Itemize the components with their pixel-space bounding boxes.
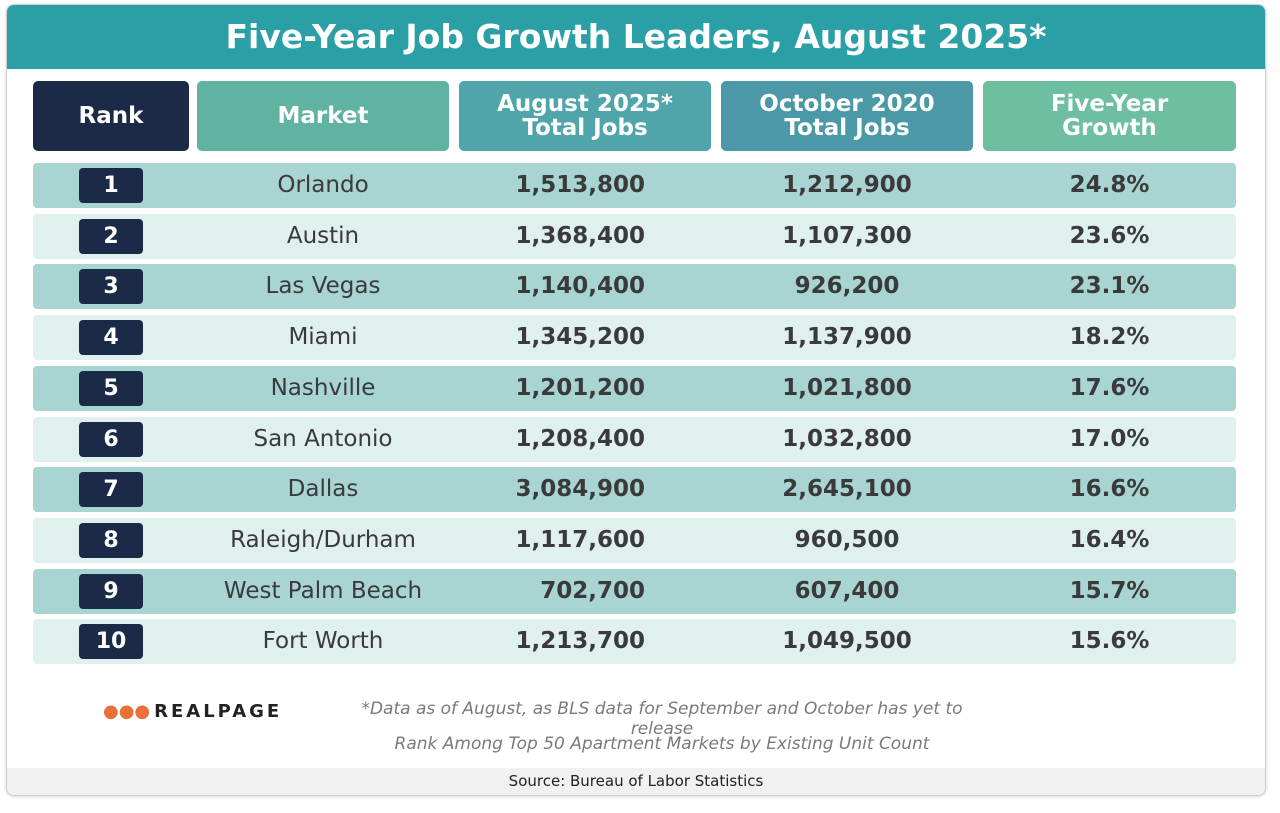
growth: 16.4% bbox=[1069, 526, 1150, 553]
growth: 23.6% bbox=[1069, 222, 1150, 249]
table-row: 4 Miami 1,345,200 1,137,900 18.2% bbox=[33, 315, 1236, 361]
aug-jobs: 1,345,200 bbox=[515, 324, 646, 351]
column-header: August 2025* Total Jobs bbox=[459, 81, 711, 151]
oct-jobs: 1,107,300 bbox=[782, 222, 912, 249]
rank-badge: 4 bbox=[79, 320, 143, 356]
oct-jobs: 1,049,500 bbox=[782, 628, 912, 655]
infographic: Five-Year Job Growth Leaders, August 202… bbox=[6, 4, 1266, 796]
rank-badge: 1 bbox=[79, 168, 143, 203]
growth: 23.1% bbox=[1069, 273, 1150, 300]
oct-jobs: 960,500 bbox=[794, 526, 900, 553]
rank-badge: 10 bbox=[79, 624, 143, 660]
oct-jobs: 607,400 bbox=[794, 577, 900, 604]
growth: 15.7% bbox=[1069, 577, 1150, 604]
table-row: 10 Fort Worth 1,213,700 1,049,500 15.6% bbox=[33, 619, 1236, 665]
market: Dallas bbox=[287, 476, 359, 503]
aug-jobs: 1,513,800 bbox=[515, 172, 646, 198]
aug-jobs: 3,084,900 bbox=[515, 476, 646, 503]
market: San Antonio bbox=[253, 425, 393, 452]
market: West Palm Beach bbox=[223, 577, 423, 604]
growth: 16.6% bbox=[1069, 476, 1150, 503]
title: Five-Year Job Growth Leaders, August 202… bbox=[7, 5, 1265, 69]
rank-badge: 3 bbox=[79, 269, 143, 305]
aug-jobs: 1,201,200 bbox=[515, 374, 646, 401]
aug-jobs: 1,213,700 bbox=[515, 628, 646, 655]
column-header: Rank bbox=[33, 81, 189, 151]
rank-badge: 7 bbox=[79, 472, 143, 508]
aug-jobs: 1,208,400 bbox=[515, 425, 646, 452]
rank-badge: 9 bbox=[79, 573, 143, 609]
growth: 17.0% bbox=[1069, 425, 1150, 452]
table-row: 3 Las Vegas 1,140,400 926,200 23.1% bbox=[33, 264, 1236, 310]
source: Source: Bureau of Labor Statistics bbox=[7, 768, 1265, 795]
rank-badge: 8 bbox=[79, 522, 143, 558]
aug-jobs: 1,140,400 bbox=[515, 273, 646, 300]
market: Nashville bbox=[270, 374, 376, 401]
growth: 18.2% bbox=[1069, 324, 1150, 351]
oct-jobs: 1,021,800 bbox=[782, 374, 912, 401]
column-header: Market bbox=[197, 81, 449, 151]
table-row: 9 West Palm Beach 702,700 607,400 15.7% bbox=[33, 568, 1236, 614]
table-row: 8 Raleigh/Durham 1,117,600 960,500 16.4% bbox=[33, 517, 1236, 563]
growth: 15.6% bbox=[1069, 628, 1150, 655]
aug-jobs: 1,368,400 bbox=[515, 222, 646, 249]
table-row: 5 Nashville 1,201,200 1,021,800 17.6% bbox=[33, 365, 1236, 411]
aug-jobs: 1,117,600 bbox=[515, 526, 646, 553]
footnote: Rank Among Top 50 Apartment Markets by E… bbox=[394, 734, 930, 754]
oct-jobs: 1,137,900 bbox=[782, 324, 912, 351]
table-row: 7 Dallas 3,084,900 2,645,100 16.6% bbox=[33, 467, 1236, 513]
logo: ●●● REALPAGE bbox=[103, 701, 282, 722]
logo-text: REALPAGE bbox=[154, 701, 283, 722]
rank-badge: 6 bbox=[79, 421, 143, 457]
table-row: 1 Orlando 1,513,800 1,212,900 24.8% bbox=[33, 163, 1236, 208]
aug-jobs: 702,700 bbox=[540, 577, 645, 604]
market: Austin bbox=[286, 222, 360, 249]
table-row: 2 Austin 1,368,400 1,107,300 23.6% bbox=[33, 213, 1236, 259]
growth: 17.6% bbox=[1069, 374, 1150, 401]
market: Raleigh/Durham bbox=[230, 526, 416, 553]
footnote: *Data as of August, as BLS data for Sept… bbox=[361, 699, 963, 739]
market: Orlando bbox=[277, 172, 369, 198]
market: Fort Worth bbox=[262, 628, 384, 655]
market: Miami bbox=[288, 324, 358, 351]
oct-jobs: 2,645,100 bbox=[782, 476, 912, 503]
rank-badge: 5 bbox=[79, 370, 143, 406]
oct-jobs: 926,200 bbox=[794, 273, 900, 300]
column-header: Five-Year Growth bbox=[983, 81, 1236, 151]
oct-jobs: 1,032,800 bbox=[782, 425, 912, 452]
column-header: October 2020 Total Jobs bbox=[721, 81, 973, 151]
rank-badge: 2 bbox=[79, 218, 143, 254]
market: Las Vegas bbox=[265, 273, 381, 300]
growth: 24.8% bbox=[1069, 172, 1150, 198]
table-row: 6 San Antonio 1,208,400 1,032,800 17.0% bbox=[33, 416, 1236, 462]
oct-jobs: 1,212,900 bbox=[782, 172, 912, 198]
logo-mark: ●●● bbox=[103, 701, 151, 722]
